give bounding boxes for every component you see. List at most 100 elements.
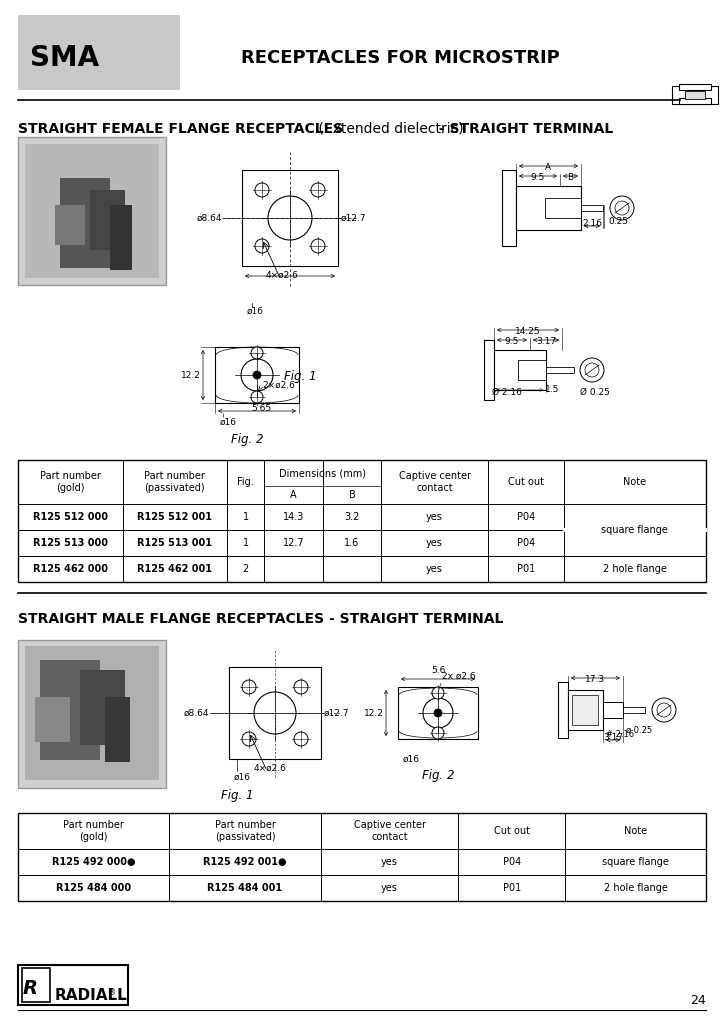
Text: 5.65: 5.65: [251, 404, 271, 413]
Text: P04: P04: [517, 538, 535, 548]
Text: A: A: [290, 490, 297, 500]
Text: ø16: ø16: [220, 418, 237, 427]
Text: ø8.64: ø8.64: [196, 213, 222, 222]
Text: ø12.7: ø12.7: [341, 213, 366, 222]
Circle shape: [294, 732, 308, 746]
Text: ø12.7: ø12.7: [324, 709, 350, 718]
Text: 9.5: 9.5: [531, 173, 545, 182]
Text: 2: 2: [243, 564, 249, 574]
Text: yes: yes: [426, 564, 443, 574]
Circle shape: [242, 680, 256, 694]
Bar: [18, 460, 706, 582]
Text: P04: P04: [502, 857, 521, 867]
Bar: [581, 205, 603, 211]
Text: 9.5: 9.5: [505, 337, 519, 346]
Text: P01: P01: [502, 883, 521, 893]
Text: 1: 1: [243, 538, 249, 548]
Text: R125 492 000●: R125 492 000●: [52, 857, 135, 867]
Bar: [215, 347, 299, 403]
Text: 2 hole flange: 2 hole flange: [604, 883, 668, 893]
Text: # 2.16: # 2.16: [606, 730, 634, 739]
Bar: [110, 205, 132, 270]
Text: 1: 1: [243, 512, 249, 522]
Text: Fig. 1: Fig. 1: [284, 370, 316, 383]
Bar: [572, 695, 598, 725]
Text: Fig. 1: Fig. 1: [221, 790, 253, 802]
Circle shape: [615, 201, 629, 215]
Bar: [494, 350, 546, 390]
Bar: [685, 91, 705, 99]
Circle shape: [253, 371, 261, 379]
Text: yes: yes: [381, 883, 398, 893]
Text: Ø 0.25: Ø 0.25: [580, 388, 610, 397]
Text: P01: P01: [517, 564, 535, 574]
Text: yes: yes: [426, 538, 443, 548]
Text: B: B: [349, 490, 355, 500]
Text: 3.17: 3.17: [603, 733, 623, 742]
Circle shape: [657, 703, 671, 717]
Text: B: B: [567, 173, 573, 182]
Text: R125 513 000: R125 513 000: [33, 538, 108, 548]
Circle shape: [585, 362, 599, 377]
Text: 1.6: 1.6: [345, 538, 360, 548]
Text: 24: 24: [690, 993, 706, 1007]
Bar: [242, 170, 338, 266]
Bar: [502, 170, 516, 246]
Bar: [105, 697, 130, 762]
Circle shape: [311, 239, 325, 253]
Bar: [568, 690, 603, 730]
Text: Fig.: Fig.: [237, 477, 254, 487]
Bar: [40, 660, 100, 760]
Text: R125 512 001: R125 512 001: [138, 512, 212, 522]
Bar: [90, 190, 125, 250]
Text: R125 512 000: R125 512 000: [33, 512, 108, 522]
Bar: [679, 84, 711, 90]
Bar: [35, 697, 70, 742]
Text: ø 0.25: ø 0.25: [626, 726, 652, 735]
Bar: [18, 137, 166, 285]
Bar: [18, 15, 180, 90]
Text: R125 492 001●: R125 492 001●: [203, 857, 287, 867]
Circle shape: [652, 698, 676, 722]
Text: 2x ø2.6: 2x ø2.6: [442, 672, 476, 681]
Bar: [398, 687, 478, 739]
Text: 3.17: 3.17: [536, 337, 556, 346]
Text: ø16: ø16: [234, 773, 251, 782]
Circle shape: [241, 359, 273, 391]
Text: Part number
(passivated): Part number (passivated): [144, 471, 206, 493]
Text: R125 462 001: R125 462 001: [138, 564, 212, 574]
Circle shape: [242, 732, 256, 746]
Text: yes: yes: [426, 512, 443, 522]
Circle shape: [432, 727, 444, 739]
Text: ®: ®: [108, 988, 117, 997]
Text: Fig. 2: Fig. 2: [422, 769, 454, 782]
Text: Captive center
contact: Captive center contact: [353, 820, 426, 842]
Text: Cut out: Cut out: [508, 477, 544, 487]
Text: 5.6: 5.6: [431, 666, 445, 675]
Bar: [603, 702, 623, 718]
Circle shape: [610, 196, 634, 220]
Text: ø8.64: ø8.64: [183, 709, 209, 718]
Bar: [55, 205, 85, 245]
Text: 2 hole flange: 2 hole flange: [603, 564, 667, 574]
Text: SMA: SMA: [30, 44, 99, 72]
Bar: [516, 186, 581, 230]
Circle shape: [311, 183, 325, 197]
Text: 4×ø2.6: 4×ø2.6: [266, 271, 298, 280]
Text: R125 513 001: R125 513 001: [138, 538, 212, 548]
Bar: [25, 144, 159, 278]
Bar: [623, 707, 645, 713]
Text: Fig. 2: Fig. 2: [231, 433, 264, 446]
Circle shape: [255, 183, 269, 197]
Circle shape: [423, 698, 453, 728]
Text: 17.3: 17.3: [585, 675, 605, 684]
Text: yes: yes: [381, 857, 398, 867]
Text: 3.2: 3.2: [345, 512, 360, 522]
Bar: [546, 367, 574, 373]
Bar: [558, 682, 568, 738]
Text: 12.7: 12.7: [283, 538, 304, 548]
Text: (Extended dielectric): (Extended dielectric): [314, 122, 463, 136]
Text: 12.2: 12.2: [181, 371, 201, 380]
Bar: [18, 640, 166, 788]
Bar: [229, 667, 321, 759]
